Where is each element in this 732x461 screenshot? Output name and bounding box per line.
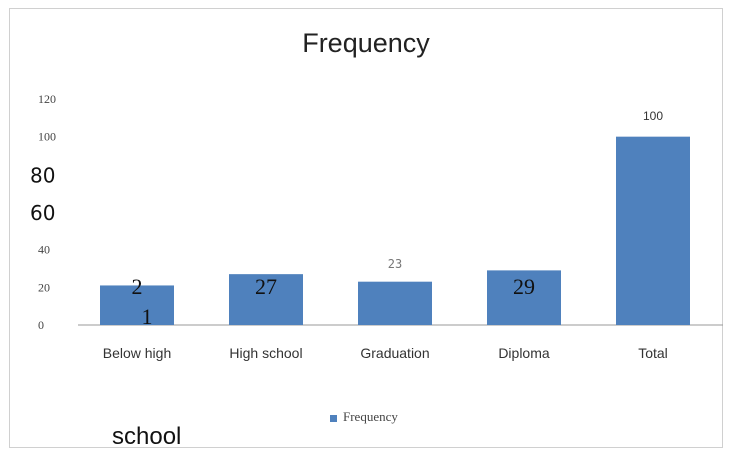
bar-high-school bbox=[229, 274, 303, 325]
data-label-extra: 1 bbox=[142, 304, 153, 329]
legend: Frequency bbox=[330, 409, 398, 425]
bar-below-high bbox=[100, 285, 174, 325]
x-tick-label-diploma: Diploma bbox=[498, 345, 550, 361]
bar-total bbox=[616, 136, 690, 325]
x-tick-label-total: Total bbox=[638, 345, 668, 361]
y-tick-label-120: 120 bbox=[38, 92, 56, 106]
data-label-0: 2 bbox=[132, 274, 143, 299]
legend-label: Frequency bbox=[343, 409, 398, 424]
data-label-4: 100 bbox=[643, 109, 663, 123]
y-tick-label-60: 60 bbox=[30, 201, 55, 225]
y-tick-label-100: 100 bbox=[38, 130, 56, 144]
data-label-1: 27 bbox=[255, 274, 277, 299]
y-tick-label-40: 40 bbox=[38, 243, 50, 257]
category-label-continuation: school bbox=[112, 423, 182, 450]
data-label-2: 23 bbox=[388, 257, 402, 271]
x-tick-label-high-school: High school bbox=[229, 345, 302, 361]
x-tick-label-graduation: Graduation bbox=[360, 345, 429, 361]
chart-frame bbox=[9, 8, 723, 448]
x-tick-label-below-high: Below high bbox=[103, 345, 172, 361]
bar-diploma bbox=[487, 270, 561, 325]
y-tick-label-0: 0 bbox=[38, 318, 44, 332]
y-tick-label-20: 20 bbox=[38, 280, 50, 294]
legend-swatch bbox=[330, 414, 337, 422]
data-label-3: 29 bbox=[513, 274, 535, 299]
bar-graduation bbox=[358, 281, 432, 325]
chart-title: Frequency bbox=[302, 28, 430, 58]
y-tick-label-80: 80 bbox=[30, 163, 55, 187]
